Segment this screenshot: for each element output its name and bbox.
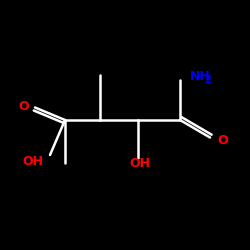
Text: NH: NH xyxy=(190,70,211,83)
Text: OH: OH xyxy=(130,157,150,170)
Text: OH: OH xyxy=(23,155,44,168)
Text: 2: 2 xyxy=(204,75,210,85)
Text: O: O xyxy=(18,100,29,113)
Text: O: O xyxy=(218,134,228,146)
